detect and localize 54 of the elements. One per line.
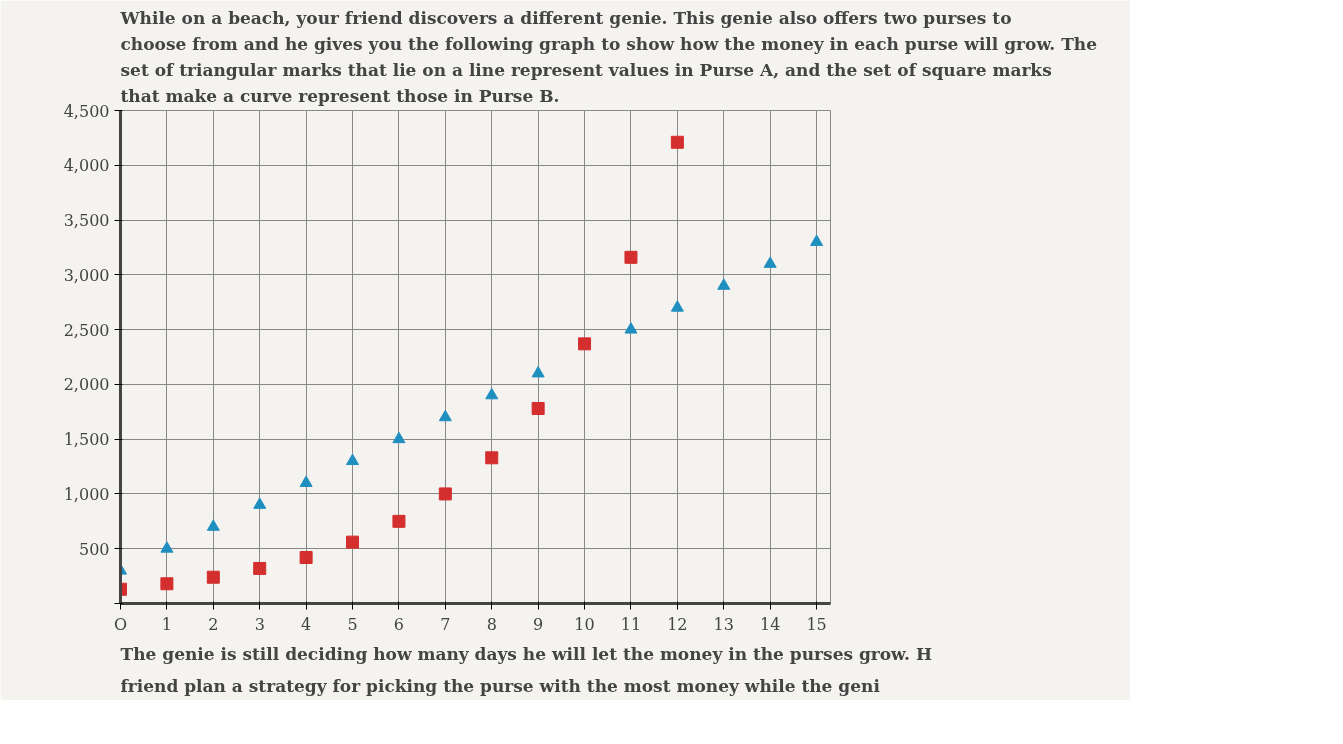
- point: [717, 278, 731, 290]
- point: [206, 519, 220, 531]
- y-tick-label: 3,500: [63, 211, 110, 231]
- point: [160, 541, 174, 553]
- point: [206, 570, 220, 584]
- x-tick-label: 7: [440, 614, 451, 634]
- point: [392, 431, 406, 444]
- point: [624, 250, 638, 264]
- point: [531, 366, 545, 378]
- point: [299, 475, 313, 487]
- x-tick-label: O: [113, 614, 128, 634]
- x-tick-label: 8: [486, 614, 497, 634]
- point: [670, 300, 684, 312]
- y-tick-label: 4,000: [63, 156, 110, 176]
- point: [346, 453, 360, 466]
- x-tick-label: 12: [667, 614, 688, 634]
- point: [299, 550, 313, 564]
- point: [485, 387, 499, 400]
- point: [531, 401, 545, 415]
- point: [485, 451, 499, 465]
- y-tick-label: 3,000: [63, 265, 110, 285]
- point: [438, 487, 452, 501]
- x-tick-label: 9: [533, 614, 544, 634]
- chart-title: While on a beach, your friend discovers a different genie. This genie also offers two purses to choose from and he gives you the following graph to show how the money in each purse will grow. The set of triangular marks that lie on a line represent values in Purse A, and the set of square marks that make a curve represent those in Purse B.: [119, 7, 1098, 106]
- point: [253, 561, 267, 575]
- x-tick-label: 2: [208, 614, 219, 634]
- point: [346, 535, 360, 549]
- x-tick-label: 11: [620, 614, 642, 634]
- point: [160, 577, 174, 591]
- y-tick-label: 2,000: [63, 375, 110, 395]
- y-tick-label: 500: [78, 539, 110, 559]
- point: [670, 135, 684, 149]
- y-tick-label: 1,000: [63, 484, 110, 504]
- text: The genie is still deciding how many days he will let the money in the purses grow. H: [120, 643, 932, 664]
- x-tick-label: 14: [759, 614, 781, 634]
- point: [253, 497, 267, 509]
- x-tick-label: 15: [806, 614, 827, 634]
- point: [438, 409, 452, 422]
- text: friend plan a strategy for picking the purse with the most money while the geni: [120, 675, 881, 696]
- point: [810, 234, 824, 246]
- x-tick-label: 4: [301, 614, 312, 634]
- y-tick-label: 1,500: [63, 430, 110, 450]
- x-tick-label: 5: [347, 614, 358, 634]
- x-tick-label: 6: [393, 614, 405, 634]
- x-tick-label: 3: [254, 614, 265, 634]
- y-tick-label: 4,500: [63, 101, 110, 121]
- y-tick-label: 2,500: [63, 320, 110, 340]
- x-tick-label: 1: [161, 614, 172, 634]
- point: [624, 322, 638, 334]
- x-tick-label: 10: [574, 614, 595, 634]
- point: [392, 514, 406, 528]
- point: [578, 337, 592, 351]
- x-tick-label: 13: [713, 614, 734, 634]
- point: [763, 256, 777, 268]
